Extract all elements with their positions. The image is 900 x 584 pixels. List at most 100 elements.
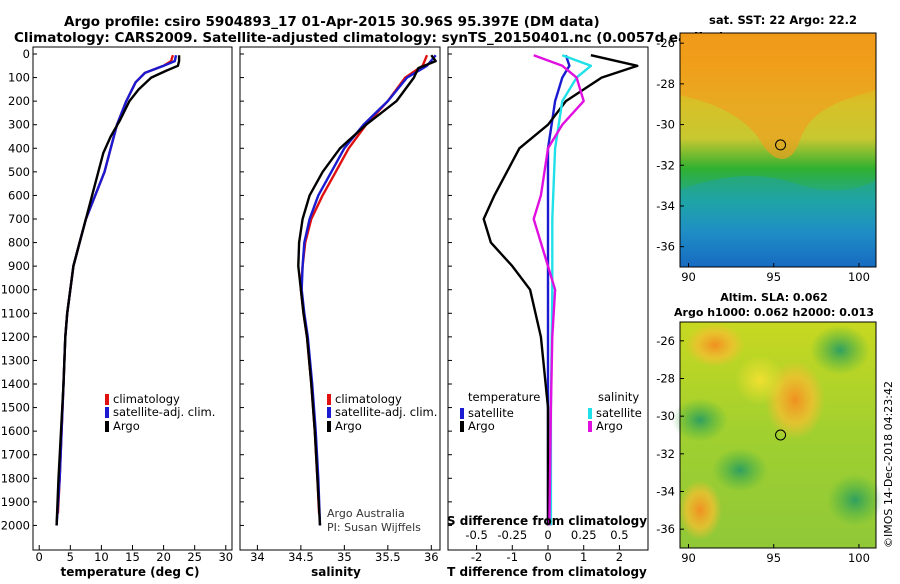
series-argo — [297, 54, 437, 526]
series-climatology — [56, 54, 175, 514]
ytick-label: 1300 — [1, 353, 30, 367]
ytick-label: 1000 — [1, 283, 30, 297]
legend-temperature-title: temperature — [468, 390, 540, 404]
legend-label-argo: Argo — [335, 419, 362, 433]
x2tick-label: 0 — [544, 528, 551, 542]
map-ytick-label: -28 — [656, 372, 675, 386]
salinity-series — [297, 54, 437, 526]
ytick-label: 900 — [8, 259, 30, 273]
map-xtick-label: 95 — [766, 270, 781, 284]
sla-map-low-4 — [827, 474, 883, 526]
sla-map-ticks: 90 95 100 -26 -28 -30 -32 -34 -36 — [656, 334, 870, 565]
ytick-label: 400 — [8, 141, 30, 155]
map-ytick-label: -26 — [656, 334, 675, 348]
map-xtick-label: 95 — [766, 551, 781, 565]
xtick-label: 1 — [580, 550, 587, 564]
x2tick-label: -0.25 — [497, 528, 527, 542]
map-ytick-label: -26 — [656, 36, 675, 50]
map-ytick-label: -34 — [656, 485, 675, 499]
legend-swatch-climatology — [327, 394, 331, 405]
map-ytick-label: -36 — [656, 240, 675, 254]
ytick-label: 100 — [8, 71, 30, 85]
legend-label-climatology: climatology — [335, 392, 402, 406]
series-temperature-satellite — [546, 54, 571, 526]
ytick-label: 300 — [8, 118, 30, 132]
legend-salinity-title: salinity — [598, 390, 639, 404]
legend-label-satellite-adj: satellite-adj. clim. — [335, 405, 437, 419]
xtick-label: -1 — [507, 550, 518, 564]
legend-label-climatology: climatology — [113, 392, 180, 406]
xtick-label: 15 — [125, 550, 140, 564]
xtick-label: 2 — [616, 550, 623, 564]
credit-argo-australia: Argo Australia — [327, 507, 405, 520]
legend-swatch-s-satellite — [588, 408, 592, 419]
map-ytick-label: -30 — [656, 118, 675, 132]
ytick-label: 1600 — [1, 424, 30, 438]
sst-map-frame — [679, 32, 877, 268]
sla-map-high-3 — [735, 355, 785, 405]
temperature-plot-frame — [32, 46, 233, 551]
map-xtick-label: 90 — [681, 270, 696, 284]
legend-label-s-argo: Argo — [596, 419, 623, 433]
temperature-legend: climatology satellite-adj. clim. Argo — [105, 392, 215, 433]
ytick-label: 1800 — [1, 471, 30, 485]
series-satellite-adj-clim- — [300, 54, 437, 526]
title-line-2: Climatology: CARS2009. Satellite-adjuste… — [14, 30, 725, 46]
sla-map-frame — [679, 321, 877, 549]
ytick-label: 1900 — [1, 495, 30, 509]
ytick-label: 1400 — [1, 377, 30, 391]
legend-swatch-argo — [327, 421, 331, 432]
legend-swatch-argo — [105, 421, 109, 432]
map-ytick-label: -34 — [656, 199, 675, 213]
ytick-label: 200 — [8, 94, 30, 108]
xtick-label: 5 — [67, 550, 74, 564]
temperature-series — [55, 54, 181, 526]
sla-map: 90 95 100 -26 -28 -30 -32 -34 -36 — [656, 321, 883, 565]
map-ytick-label: -30 — [656, 409, 675, 423]
sst-map: 90 95 100 -26 -28 -30 -32 -34 -36 — [656, 32, 877, 284]
ytick-label: 2000 — [1, 518, 30, 532]
ytick-label: 800 — [8, 236, 30, 250]
sla-map-title: Altim. SLA: 0.062 — [720, 291, 827, 304]
ytick-label: 1500 — [1, 401, 30, 415]
sla-map-low-3 — [712, 448, 768, 492]
sla-map-low-1 — [672, 398, 728, 442]
x2tick-label: 0.5 — [610, 528, 628, 542]
difference-x2label: S difference from climatology — [447, 514, 647, 528]
map-xtick-label: 100 — [848, 551, 870, 565]
difference-legend: temperature satellite Argo salinity sate… — [460, 390, 642, 433]
map-ytick-label: -28 — [656, 77, 675, 91]
sla-argo-marker — [775, 429, 787, 441]
legend-swatch-t-argo — [460, 421, 464, 432]
legend-swatch-satellite-adj — [105, 407, 109, 418]
x2tick-label: 0.25 — [571, 528, 597, 542]
xtick-label: 20 — [156, 550, 171, 564]
xtick-label: 30 — [218, 550, 233, 564]
ytick-label: 700 — [8, 212, 30, 226]
legend-label-t-satellite: satellite — [468, 406, 514, 420]
map-xtick-label: 100 — [848, 270, 870, 284]
legend-label-argo: Argo — [113, 419, 140, 433]
salinity-xlabel: salinity — [311, 565, 361, 579]
copyright-vertical: ©IMOS 14-Dec-2018 04:23:42 — [882, 381, 895, 548]
temperature-axis-ticks: 0100200300400500600700800900100011001200… — [1, 47, 233, 564]
difference-xlabel: T difference from climatology — [447, 565, 647, 579]
series-argo — [55, 55, 181, 526]
sst-map-title: sat. SST: 22 Argo: 22.2 — [709, 13, 857, 27]
sla-map-high-1 — [685, 323, 745, 367]
legend-label-t-argo: Argo — [468, 419, 495, 433]
xtick-label: 35 — [337, 550, 352, 564]
map-ytick-label: -32 — [656, 447, 675, 461]
legend-swatch-satellite-adj — [327, 407, 331, 418]
ytick-label: 1100 — [1, 306, 30, 320]
temperature-xlabel: temperature (deg C) — [61, 565, 200, 579]
series-temperature-argo — [482, 54, 639, 526]
x2tick-label: -0.5 — [465, 528, 487, 542]
sst-map-cool-front — [680, 175, 876, 267]
sla-map-high-4 — [678, 480, 722, 540]
credit-pi: PI: Susan Wijffels — [327, 521, 421, 534]
salinity-legend: climatology satellite-adj. clim. Argo — [327, 392, 437, 433]
legend-swatch-t-satellite — [460, 408, 464, 419]
ytick-label: 500 — [8, 165, 30, 179]
